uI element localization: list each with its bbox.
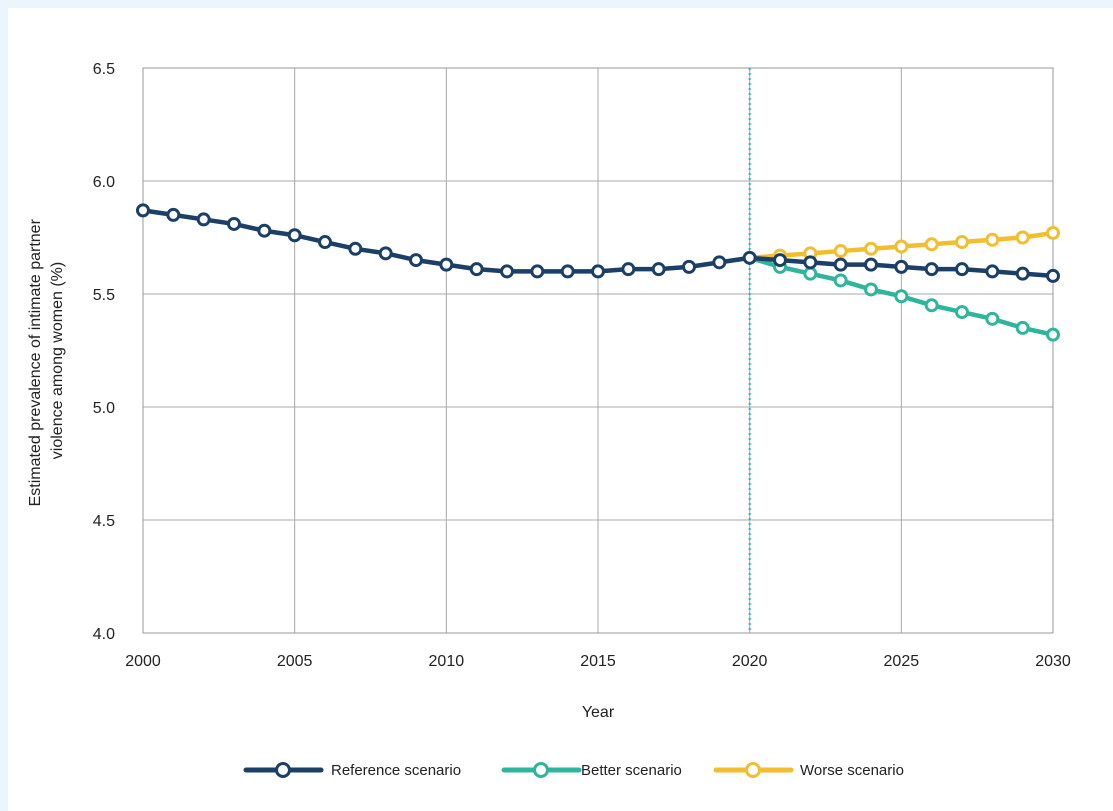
legend-item: Reference scenario [243,762,461,779]
y-tick-label: 4.5 [93,513,115,530]
data-point [924,298,939,313]
data-point [1046,225,1060,240]
series [136,203,1060,342]
y-tick-label: 6.0 [93,174,115,191]
data-point [287,228,302,243]
x-axis-ticks: 2000 2005 2010 2015 2020 2025 2030 [125,653,1071,670]
data-point [318,235,332,250]
plot-frame [142,67,1054,634]
y-axis-title: Estimated prevalence of intimate partner… [27,215,66,507]
data-point [257,223,272,238]
data-point [166,207,181,222]
data-point [803,266,818,281]
data-point [742,250,757,265]
data-point [833,244,848,259]
data-point [439,257,454,272]
legend-swatch-marker [533,762,549,778]
legend-item: Better scenario [501,762,682,779]
legend-label: Worse scenario [800,762,904,779]
y-axis-ticks: 4.0 4.5 5.0 5.5 6.0 6.5 [93,61,115,643]
data-point [803,255,818,270]
data-point [985,264,1000,279]
data-point [955,262,969,277]
data-point [621,262,636,277]
legend-swatch-marker [745,762,761,778]
data-point [378,246,393,261]
data-point [833,257,848,272]
data-point [955,235,969,250]
data-point [924,262,939,277]
legend-item: Worse scenario [713,762,904,779]
data-point [227,216,241,231]
data-point [591,264,605,279]
x-axis-title: Year [582,704,615,721]
y-tick-label: 6.5 [93,61,115,78]
data-point [894,259,909,274]
series-worse-scenario [747,225,1060,263]
data-point [894,239,909,254]
data-point [894,289,909,304]
data-point [924,237,939,252]
data-point [864,241,878,256]
data-point [500,264,514,279]
data-point [985,311,1000,326]
y-tick-label: 4.0 [93,626,115,643]
data-point [469,262,484,277]
data-point [136,203,150,218]
x-tick-label: 2030 [1035,653,1071,670]
x-tick-label: 2005 [277,653,313,670]
data-point [651,262,666,277]
grid [142,67,1054,634]
y-tick-label: 5.0 [93,400,115,417]
x-tick-label: 2010 [429,653,465,670]
x-tick-label: 2025 [884,653,920,670]
data-point [833,273,848,288]
series-reference-scenario [136,203,1060,283]
y-axis-title-line-1: Estimated prevalence of intimate partner [27,218,44,506]
data-point [864,282,878,297]
legend-swatch-marker [275,762,291,778]
data-point [712,255,727,270]
data-point [1046,327,1060,342]
x-tick-label: 2000 [125,653,161,670]
data-point [864,257,878,272]
data-point [955,305,969,320]
data-point [409,253,423,268]
data-point [1015,320,1030,335]
legend-label: Reference scenario [331,762,461,779]
x-tick-label: 2015 [580,653,616,670]
data-point [348,241,363,256]
data-point [1015,266,1030,281]
chart-card: 4.0 4.5 5.0 5.5 6.0 6.5 2000 2005 2010 2015 2020 2… [8,8,1113,811]
data-point [985,232,1000,247]
data-point [1046,268,1060,283]
legend: Reference scenario Better scenario Worse s… [243,762,904,779]
data-point [530,264,545,279]
legend-label: Better scenario [581,762,682,779]
data-point [560,264,575,279]
data-point [196,212,211,227]
data-point [682,259,696,274]
data-point [773,253,787,268]
x-tick-label: 2020 [732,653,768,670]
line-chart: 4.04.55.05.56.06.5 2000 2005 2010 2015 2020 2… [27,61,1071,779]
y-axis-title-line-2: violence among women (%) [49,262,66,459]
y-tick-label: 5.5 [93,287,115,304]
data-point [1015,230,1030,245]
